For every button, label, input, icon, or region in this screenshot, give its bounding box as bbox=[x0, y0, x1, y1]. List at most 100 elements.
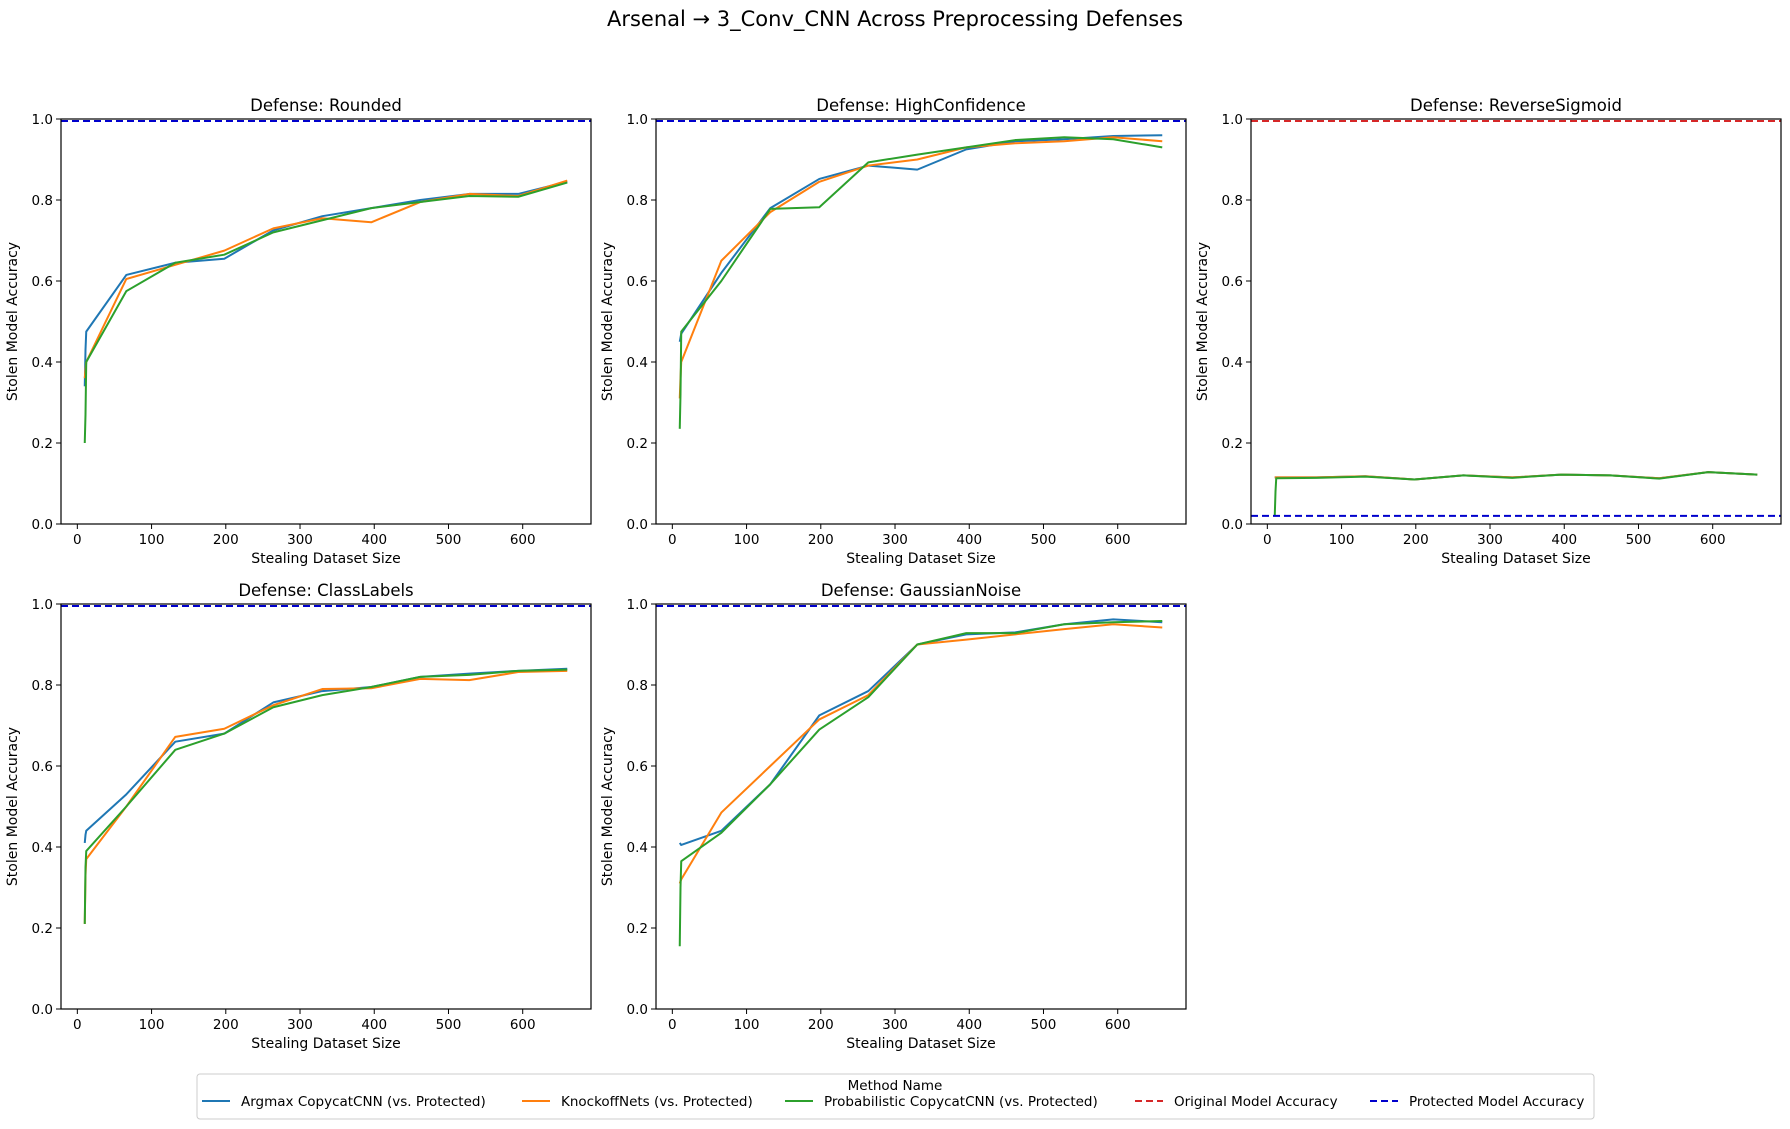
y-tick-label: 1.0 bbox=[32, 112, 53, 128]
subplot-title: Defense: Rounded bbox=[250, 96, 402, 115]
series-line-probabilistic-copycatcnn-vs-protected bbox=[83, 181, 568, 444]
legend-label: Argmax CopycatCNN (vs. Protected) bbox=[241, 1094, 486, 1110]
subplot-title: Defense: ClassLabels bbox=[238, 581, 413, 600]
y-tick-label: 0.4 bbox=[1222, 355, 1243, 371]
legend-title: Method Name bbox=[848, 1078, 943, 1094]
x-tick-label: 300 bbox=[287, 1017, 313, 1033]
series-line-probabilistic-copycatcnn-vs-protected bbox=[678, 620, 1163, 947]
series-line-knockoffnets-vs-protected bbox=[83, 669, 568, 924]
y-tick-label: 0.0 bbox=[1222, 517, 1243, 533]
legend-item-argmax-copycatcnn-vs-protected: Argmax CopycatCNN (vs. Protected) bbox=[202, 1094, 486, 1110]
x-tick-label: 0 bbox=[73, 532, 82, 548]
y-tick-label: 0.0 bbox=[627, 517, 648, 533]
series-line-probabilistic-copycatcnn-vs-protected bbox=[678, 136, 1163, 429]
x-axis-label: Stealing Dataset Size bbox=[251, 551, 401, 567]
x-tick-label: 100 bbox=[139, 1017, 165, 1033]
series-line-knockoffnets-vs-protected bbox=[678, 623, 1163, 884]
x-tick-label: 300 bbox=[882, 532, 908, 548]
x-tick-label: 400 bbox=[956, 1017, 982, 1033]
y-tick-label: 0.2 bbox=[32, 921, 53, 937]
y-tick-label: 0.8 bbox=[32, 678, 53, 694]
legend-label: Original Model Accuracy bbox=[1174, 1094, 1338, 1110]
y-tick-label: 1.0 bbox=[1222, 112, 1243, 128]
figure-title: Arsenal → 3_Conv_CNN Across Preprocessin… bbox=[607, 7, 1183, 32]
x-tick-label: 600 bbox=[510, 532, 536, 548]
y-axis-label: Stolen Model Accuracy bbox=[5, 727, 21, 886]
x-axis-label: Stealing Dataset Size bbox=[846, 1036, 996, 1052]
x-tick-label: 600 bbox=[1105, 1017, 1131, 1033]
subplot-defense-highconfidence: Defense: HighConfidence 0 100 200 300 400 500 6… bbox=[600, 96, 1187, 567]
y-tick-label: 0.6 bbox=[32, 759, 53, 775]
series-group bbox=[678, 618, 1163, 947]
x-tick-label: 100 bbox=[1329, 532, 1355, 548]
x-tick-label: 100 bbox=[139, 532, 165, 548]
x-tick-label: 200 bbox=[808, 1017, 834, 1033]
x-tick-label: 500 bbox=[1031, 532, 1057, 548]
y-tick-label: 0.2 bbox=[627, 921, 648, 937]
legend-item-original-model-accuracy: Original Model Accuracy bbox=[1135, 1094, 1338, 1110]
x-tick-label: 200 bbox=[1403, 532, 1429, 548]
legend-item-probabilistic-copycatcnn-vs-protected: Probabilistic CopycatCNN (vs. Protected) bbox=[785, 1094, 1098, 1110]
subplot-defense-reversesigmoid: Defense: ReverseSigmoid 0 100 200 300 400 500 6… bbox=[1195, 96, 1782, 567]
x-tick-label: 500 bbox=[1031, 1017, 1057, 1033]
series-line-argmax-copycatcnn-vs-protected bbox=[83, 667, 568, 844]
x-axis-label: Stealing Dataset Size bbox=[251, 1036, 401, 1052]
axes-frame bbox=[655, 603, 1187, 1010]
y-axis-label: Stolen Model Accuracy bbox=[600, 242, 616, 401]
y-tick-label: 0.0 bbox=[627, 1002, 648, 1018]
y-axis-label: Stolen Model Accuracy bbox=[600, 727, 616, 886]
x-tick-label: 400 bbox=[1551, 532, 1577, 548]
x-tick-label: 200 bbox=[808, 532, 834, 548]
y-tick-label: 0.8 bbox=[627, 678, 648, 694]
y-tick-label: 0.8 bbox=[32, 193, 53, 209]
y-tick-label: 1.0 bbox=[32, 597, 53, 613]
y-tick-label: 0.6 bbox=[1222, 274, 1243, 290]
series-line-probabilistic-copycatcnn-vs-protected bbox=[83, 668, 568, 924]
subplot-title: Defense: HighConfidence bbox=[816, 96, 1026, 115]
x-tick-label: 400 bbox=[956, 532, 982, 548]
x-tick-label: 200 bbox=[213, 532, 239, 548]
y-axis-label: Stolen Model Accuracy bbox=[5, 242, 21, 401]
y-tick-label: 0.2 bbox=[32, 436, 53, 452]
y-tick-label: 0.6 bbox=[32, 274, 53, 290]
subplots-grid: Defense: Rounded 0 100 200 300 400 500 600 0.0 0.… bbox=[5, 96, 1782, 1052]
y-tick-label: 1.0 bbox=[627, 112, 648, 128]
x-tick-label: 600 bbox=[1105, 532, 1131, 548]
x-tick-label: 400 bbox=[361, 532, 387, 548]
x-tick-label: 100 bbox=[734, 532, 760, 548]
x-tick-label: 300 bbox=[882, 1017, 908, 1033]
y-tick-label: 0.4 bbox=[32, 840, 53, 856]
subplot-defense-classlabels: Defense: ClassLabels 0 100 200 300 400 500 600 0… bbox=[5, 581, 592, 1052]
x-tick-label: 500 bbox=[436, 1017, 462, 1033]
legend-item-protected-model-accuracy: Protected Model Accuracy bbox=[1370, 1094, 1584, 1110]
axes-frame bbox=[60, 118, 592, 525]
series-line-argmax-copycatcnn-vs-protected bbox=[83, 180, 568, 387]
x-tick-label: 600 bbox=[1700, 532, 1726, 548]
subplot-defense-rounded: Defense: Rounded 0 100 200 300 400 500 600 0.0 0.… bbox=[5, 96, 592, 567]
subplot-title: Defense: GaussianNoise bbox=[821, 581, 1021, 600]
axes-frame bbox=[60, 603, 592, 1010]
x-tick-label: 100 bbox=[734, 1017, 760, 1033]
x-tick-label: 300 bbox=[1477, 532, 1503, 548]
x-tick-label: 300 bbox=[287, 532, 313, 548]
axes-frame bbox=[655, 118, 1187, 525]
axes-frame bbox=[1250, 118, 1782, 525]
y-tick-label: 0.6 bbox=[627, 274, 648, 290]
legend-label: KnockoffNets (vs. Protected) bbox=[561, 1094, 753, 1110]
x-tick-label: 200 bbox=[213, 1017, 239, 1033]
x-tick-label: 0 bbox=[73, 1017, 82, 1033]
x-tick-label: 400 bbox=[361, 1017, 387, 1033]
y-tick-label: 0.2 bbox=[1222, 436, 1243, 452]
y-tick-label: 1.0 bbox=[627, 597, 648, 613]
x-tick-label: 0 bbox=[668, 1017, 677, 1033]
series-group bbox=[83, 667, 568, 924]
x-tick-label: 500 bbox=[1626, 532, 1652, 548]
x-tick-label: 0 bbox=[1263, 532, 1272, 548]
legend-item-knockoffnets-vs-protected: KnockoffNets (vs. Protected) bbox=[522, 1094, 753, 1110]
x-axis-label: Stealing Dataset Size bbox=[846, 551, 996, 567]
subplot-title: Defense: ReverseSigmoid bbox=[1410, 96, 1622, 115]
series-group bbox=[1273, 471, 1758, 516]
y-tick-label: 0.8 bbox=[1222, 193, 1243, 209]
y-tick-label: 0.6 bbox=[627, 759, 648, 775]
y-tick-label: 0.0 bbox=[32, 1002, 53, 1018]
